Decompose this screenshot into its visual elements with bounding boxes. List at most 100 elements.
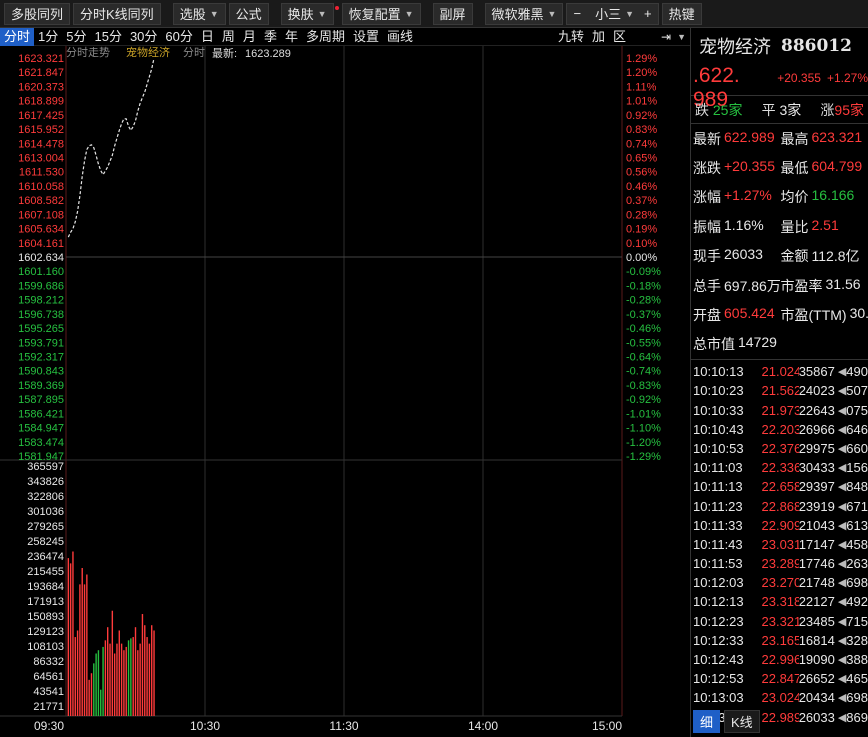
chevron-down-icon[interactable]: ▼ <box>677 32 686 42</box>
stat-label: 总手 <box>693 277 721 294</box>
toolbar-button-label: 多股同列 <box>11 7 64 22</box>
price-tick-label: 1615.952 <box>18 124 64 136</box>
stat-value: +20.355 <box>724 158 775 175</box>
pct-tick-label: -0.46% <box>626 323 661 335</box>
down-count: 25家 <box>712 101 743 118</box>
tick-time: 10:10:33 <box>693 402 744 418</box>
toolbar-button-6[interactable]: 副屏 <box>432 2 473 25</box>
tick-count: 388 <box>846 652 868 668</box>
tick-list[interactable]: 10:10:13 21.024 35867 ◀ 490 10:10:23 21.562 240… <box>691 360 868 727</box>
arrow-left-icon: ◀ <box>837 596 847 609</box>
tick-price: 21.562 <box>761 383 799 399</box>
stat-row: 总市值 14729 <box>691 330 868 359</box>
time-tick-label: 15:00 <box>592 719 622 733</box>
toolbar-button-4[interactable]: 换肤 ▼ <box>280 2 334 25</box>
stat-row: 总手 697.86万 市盈率 31.56 <box>691 271 868 300</box>
intraday-chart[interactable]: 分时走势 宠物经济 分时 最新: 1623.289 1623.321 1.29% 1621.8… <box>0 45 690 737</box>
tick-time: 10:11:53 <box>693 556 743 572</box>
pct-tick-label: -0.09% <box>626 266 661 278</box>
tab-detail[interactable]: 细 <box>693 710 721 733</box>
period-tab-6[interactable]: 日 <box>200 28 214 44</box>
font-minus-button[interactable]: − <box>573 6 582 21</box>
tick-row: 10:11:23 22.868 23919 ◀ 671 <box>691 496 868 515</box>
price-line <box>67 58 155 238</box>
period-tab-1[interactable]: 1分 <box>38 28 59 44</box>
chevron-down-icon: ▼ <box>404 8 414 19</box>
index-name: 宠物经济 <box>699 37 771 58</box>
stat-value: 2.51 <box>811 216 839 233</box>
volume-tick-label: 150893 <box>27 611 64 623</box>
arrow-left-icon: ◀ <box>837 654 847 667</box>
chevron-down-icon: ▼ <box>209 8 219 19</box>
toolbar-button-1[interactable]: 分时K线同列 <box>73 2 161 25</box>
tick-time: 10:10:43 <box>693 421 744 437</box>
toolbar-button-5[interactable]: 恢复配置 ▼ <box>341 2 421 25</box>
period-tab-7[interactable]: 周 <box>221 28 235 44</box>
stat-value: 623.321 <box>811 128 863 145</box>
toolbar-button-7[interactable]: 微软雅黑 ▼ <box>484 2 564 25</box>
tick-time: 10:11:03 <box>693 460 743 476</box>
pct-tick-label: -1.10% <box>626 423 661 435</box>
tick-price: 23.165 <box>761 632 799 648</box>
arrow-left-icon: ◀ <box>837 558 847 571</box>
tick-count: 507 <box>846 383 868 399</box>
flat-label: 平 <box>761 101 776 118</box>
price-tick-label: 1599.686 <box>18 280 64 292</box>
tab-kline[interactable]: K线 <box>724 710 760 733</box>
price-tick-label: 1586.421 <box>18 408 64 420</box>
stat-label: 总市值 <box>693 336 735 353</box>
font-plus-button[interactable]: + <box>644 6 652 21</box>
pct-tick-label: -0.92% <box>626 394 661 406</box>
price-tick-label: 1583.474 <box>18 437 64 449</box>
stat-value: 112.8亿 <box>811 248 860 265</box>
stat-value: 697.86万 <box>724 277 781 294</box>
arrow-left-icon: ◀ <box>837 711 847 724</box>
price-tick-label: 1592.317 <box>18 352 64 364</box>
chart-tool-1[interactable]: 加 <box>591 29 605 44</box>
pct-tick-label: 0.74% <box>626 138 657 150</box>
period-tab-4[interactable]: 30分 <box>129 28 158 44</box>
stat-label: 开盘 <box>693 307 721 324</box>
pct-tick-label: 0.28% <box>626 209 657 221</box>
arrow-left-icon: ◀ <box>837 500 847 513</box>
tick-row: 10:11:13 22.658 29397 ◀ 848 <box>691 477 868 496</box>
pin-icon[interactable]: ⇥ <box>661 30 672 44</box>
price-tick-label: 1605.634 <box>18 224 64 236</box>
tick-count: 075 <box>846 402 868 418</box>
period-tab-12[interactable]: 设置 <box>352 28 379 44</box>
tick-time: 10:12:43 <box>693 652 744 668</box>
period-tab-11[interactable]: 多周期 <box>305 28 345 44</box>
price-tick-label: 1617.425 <box>18 110 64 122</box>
price-tick-label: 1607.108 <box>18 209 64 221</box>
toolbar-button-9[interactable]: 热键 <box>661 2 702 25</box>
time-tick-label: 11:30 <box>329 719 358 733</box>
toolbar-button-2[interactable]: 选股 ▼ <box>172 2 226 25</box>
tick-price: 22.909 <box>761 517 799 533</box>
arrow-left-icon: ◀ <box>837 423 847 436</box>
tick-price: 22.376 <box>761 440 799 456</box>
toolbar-button-8[interactable]: − 小三 ▼ + <box>566 2 659 25</box>
chart-tool-2[interactable]: 区 <box>612 29 626 44</box>
period-tab-13[interactable]: 画线 <box>387 28 414 44</box>
tick-row: 10:12:23 23.321 23485 ◀ 715 <box>691 612 868 631</box>
period-tab-0[interactable]: 分时 <box>0 27 35 46</box>
tick-price: 22.989 <box>761 709 799 725</box>
toolbar-button-0[interactable]: 多股同列 <box>4 2 71 25</box>
tick-time: 10:11:13 <box>693 479 743 495</box>
toolbar-button-3[interactable]: 公式 <box>228 2 269 25</box>
period-tab-5[interactable]: 60分 <box>165 28 193 44</box>
period-tab-10[interactable]: 年 <box>284 28 298 44</box>
period-tab-9[interactable]: 季 <box>263 28 277 44</box>
period-tab-3[interactable]: 15分 <box>94 28 122 44</box>
notification-dot <box>334 5 339 10</box>
volume-tick-label: 279265 <box>27 521 64 533</box>
latest-label: 最新: <box>212 46 237 60</box>
tick-volume: 19090 <box>798 652 835 668</box>
tick-time: 10:12:53 <box>693 671 744 687</box>
tick-time: 10:11:43 <box>693 536 743 552</box>
chart-tool-0[interactable]: 九转 <box>557 29 584 44</box>
period-tab-8[interactable]: 月 <box>242 28 256 44</box>
pct-tick-label: -0.55% <box>626 337 661 349</box>
period-tab-2[interactable]: 5分 <box>66 28 87 44</box>
